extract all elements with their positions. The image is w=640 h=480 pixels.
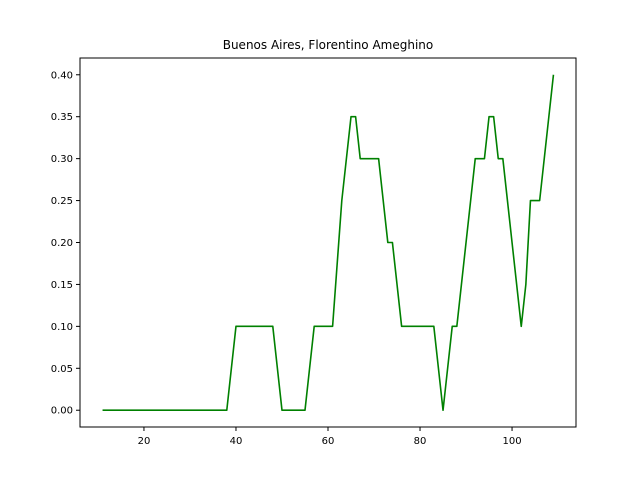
x-tick-label: 60 (322, 436, 335, 447)
x-tick-label: 80 (414, 436, 427, 447)
plot-area (102, 74, 555, 412)
series-line (102, 74, 555, 412)
y-tick-label: 0.00 (51, 406, 73, 417)
y-tick-label: 0.25 (51, 196, 73, 207)
x-tick-label: 100 (502, 436, 521, 447)
y-tick-label: 0.15 (51, 280, 73, 291)
y-tick-label: 0.10 (51, 322, 73, 333)
y-tick-label: 0.35 (51, 112, 73, 123)
chart-title: Buenos Aires, Florentino Ameghino (223, 38, 434, 52)
y-tick-label: 0.30 (51, 154, 73, 165)
x-tick-label: 20 (138, 436, 151, 447)
axes-frame (79, 57, 577, 428)
y-tick-label: 0.20 (51, 238, 73, 249)
y-axis: 0.00 0.05 0.10 0.15 0.20 0.25 0.30 0.35 0.40 (51, 70, 80, 417)
x-tick-label: 40 (230, 436, 243, 447)
y-tick-label: 0.05 (51, 364, 73, 375)
y-tick-label: 0.40 (51, 70, 73, 81)
x-axis: 20 40 60 80 100 (138, 427, 522, 447)
